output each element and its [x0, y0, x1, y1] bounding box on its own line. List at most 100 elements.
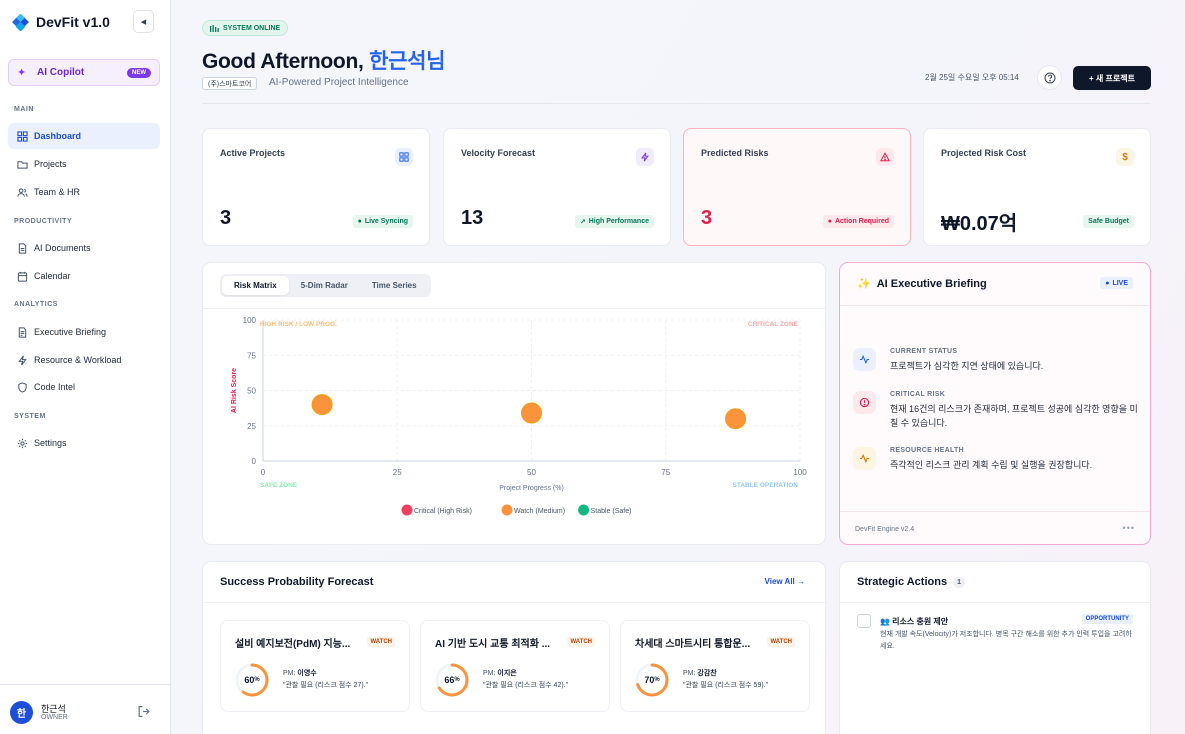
- brand[interactable]: DevFit v1.0: [12, 12, 110, 32]
- sidebar-item-calendar[interactable]: Calendar: [8, 263, 160, 289]
- sidebar-item-executive-briefing[interactable]: Executive Briefing: [8, 319, 160, 345]
- engine-version: DevFit Engine v2.4: [855, 526, 915, 533]
- sidebar-item-resource-workload[interactable]: Resource & Workload: [8, 347, 160, 373]
- tagline: AI-Powered Project Intelligence: [269, 77, 409, 88]
- kpi-status-text: High Performance: [588, 218, 649, 225]
- trend-up-icon: ↗: [579, 218, 586, 226]
- annotation-safe-zone: SAFE ZONE: [260, 482, 298, 489]
- sidebar-item-ai-documents[interactable]: AI Documents: [8, 235, 160, 261]
- project-manager: PM: 이지은: [483, 668, 517, 678]
- kpi-title: Predicted Risks: [701, 148, 769, 158]
- actions-title-text: Strategic Actions: [857, 576, 948, 588]
- probability-ring: [435, 663, 469, 697]
- sidebar-item-label: Executive Briefing: [34, 327, 107, 337]
- action-checkbox[interactable]: [857, 614, 871, 628]
- project-card[interactable]: 차세대 스마트시티 통합운... WATCH 70% PM: 강감찬 "관찰 필…: [620, 620, 810, 712]
- kpi-status: Safe Budget: [1083, 215, 1134, 228]
- tab-5-dim-radar[interactable]: 5-Dim Radar: [300, 281, 348, 290]
- kpi-active-projects[interactable]: Active Projects 3 ● Live Syncing: [202, 128, 430, 246]
- kpi-projected-risk-cost[interactable]: Projected Risk Cost $ ₩0.07억 Safe Budget: [923, 128, 1151, 246]
- data-point: [521, 402, 542, 424]
- y-tick-label: 25: [247, 422, 256, 431]
- new-project-button[interactable]: + 새 프로젝트: [1073, 66, 1151, 90]
- tab-time-series[interactable]: Time Series: [371, 281, 417, 290]
- tab-risk-matrix[interactable]: Risk Matrix: [222, 276, 289, 295]
- briefing-text: 프로젝트가 심각한 지연 상태에 있습니다.: [890, 361, 1044, 371]
- data-point: [311, 394, 333, 416]
- success-forecast-panel: Success Probability Forecast View All → …: [202, 561, 826, 734]
- folder-icon: [17, 160, 28, 169]
- kpi-status: ↗ High Performance: [574, 215, 654, 228]
- user-profile[interactable]: 한 한근석 OWNER: [0, 684, 170, 734]
- status-dot-icon: ●: [827, 218, 832, 225]
- kpi-velocity-forecast[interactable]: Velocity Forecast 13 ↗ High Performance: [443, 128, 671, 246]
- sidebar-item-label: AI Documents: [34, 243, 91, 253]
- sidebar-item-label: Code Intel: [34, 382, 76, 392]
- grid-icon: [17, 130, 28, 142]
- collapse-sidebar-button[interactable]: ◀: [133, 10, 154, 33]
- project-manager: PM: 강감찬: [683, 668, 717, 678]
- sidebar-item-team[interactable]: Team & HR: [8, 179, 160, 205]
- avatar: 한: [10, 701, 33, 724]
- briefing-label: CRITICAL RISK: [890, 391, 946, 398]
- sidebar-item-code-intel[interactable]: Code Intel: [8, 374, 160, 400]
- nav-section-system: SYSTEM: [14, 413, 46, 420]
- status-dot-icon: ●: [357, 218, 362, 225]
- sidebar-item-label: Team & HR: [34, 187, 81, 197]
- x-tick-label: 25: [393, 468, 402, 477]
- annotation-high-risk: HIGH RISK / LOW PROG.: [260, 321, 337, 328]
- user-role: OWNER: [41, 714, 68, 721]
- kpi-predicted-risks[interactable]: Predicted Risks 3 ● Action Required: [683, 128, 911, 246]
- company-badge: (주)스마트코어: [202, 77, 258, 90]
- nav-section-productivity: PRODUCTIVITY: [14, 218, 73, 225]
- ring-progress: [435, 663, 469, 697]
- legend-label: Watch (Medium): [514, 508, 565, 515]
- percent-sign: %: [654, 677, 660, 683]
- kpi-value: ₩0.07억: [941, 213, 1018, 235]
- briefing-label: RESOURCE HEALTH: [890, 447, 964, 454]
- nav-section-main: MAIN: [14, 106, 34, 113]
- y-tick-label: 50: [247, 387, 256, 396]
- view-all-link[interactable]: View All →: [764, 577, 805, 586]
- live-badge-text: LIVE: [1112, 279, 1128, 287]
- actions-title: Strategic Actions 1: [857, 576, 965, 588]
- project-card[interactable]: AI 기반 도시 교통 최적화 ... WATCH 66% PM: 이지은 "관…: [420, 620, 610, 712]
- document-icon: [18, 242, 27, 254]
- x-tick-label: 75: [661, 468, 670, 477]
- user-name: 한근석: [41, 704, 66, 714]
- x-tick-label: 50: [527, 468, 536, 477]
- pulse-icon: [853, 447, 876, 470]
- legend-marker: [578, 504, 590, 516]
- panel-divider: [840, 305, 1150, 306]
- warning-icon: [876, 148, 894, 166]
- y-tick-label: 75: [247, 351, 256, 360]
- project-quote: "관찰 필요 (리스크 점수 59).": [683, 682, 769, 689]
- kpi-title: Active Projects: [220, 148, 286, 158]
- kpi-value: 13: [461, 207, 484, 229]
- ai-copilot-button[interactable]: ✦ AI Copilot NEW: [8, 59, 160, 86]
- ring-progress: [635, 663, 669, 697]
- probability-ring: [635, 663, 669, 697]
- sidebar-item-settings[interactable]: Settings: [8, 430, 160, 456]
- sidebar-item-projects[interactable]: Projects: [8, 151, 160, 177]
- sidebar-item-dashboard[interactable]: Dashboard: [8, 123, 160, 149]
- shield-icon: [18, 381, 27, 393]
- briefing-label: CURRENT STATUS: [890, 348, 958, 355]
- y-tick-label: 100: [243, 316, 257, 325]
- chart-tabs: Risk Matrix 5-Dim Radar Time Series: [220, 274, 431, 297]
- project-name: 설비 예지보전(PdM) 지능...: [235, 639, 351, 650]
- pm-label: PM:: [683, 670, 696, 677]
- project-card[interactable]: 설비 예지보전(PdM) 지능... WATCH 60% PM: 이영수 "관찰…: [220, 620, 410, 712]
- help-button[interactable]: [1037, 65, 1062, 90]
- nav-section-analytics: ANALYTICS: [14, 301, 58, 308]
- annotation-critical-zone: CRITICAL ZONE: [748, 321, 799, 328]
- more-options-icon[interactable]: •••: [1122, 523, 1135, 533]
- data-point: [725, 408, 747, 430]
- brand-name: DevFit v1.0: [36, 14, 110, 30]
- kpi-title: Velocity Forecast: [461, 148, 536, 158]
- status-badge: WATCH: [567, 637, 595, 647]
- sidebar-item-label: Resource & Workload: [34, 355, 122, 365]
- logout-icon[interactable]: [137, 705, 150, 718]
- probability-number: 60: [244, 675, 255, 685]
